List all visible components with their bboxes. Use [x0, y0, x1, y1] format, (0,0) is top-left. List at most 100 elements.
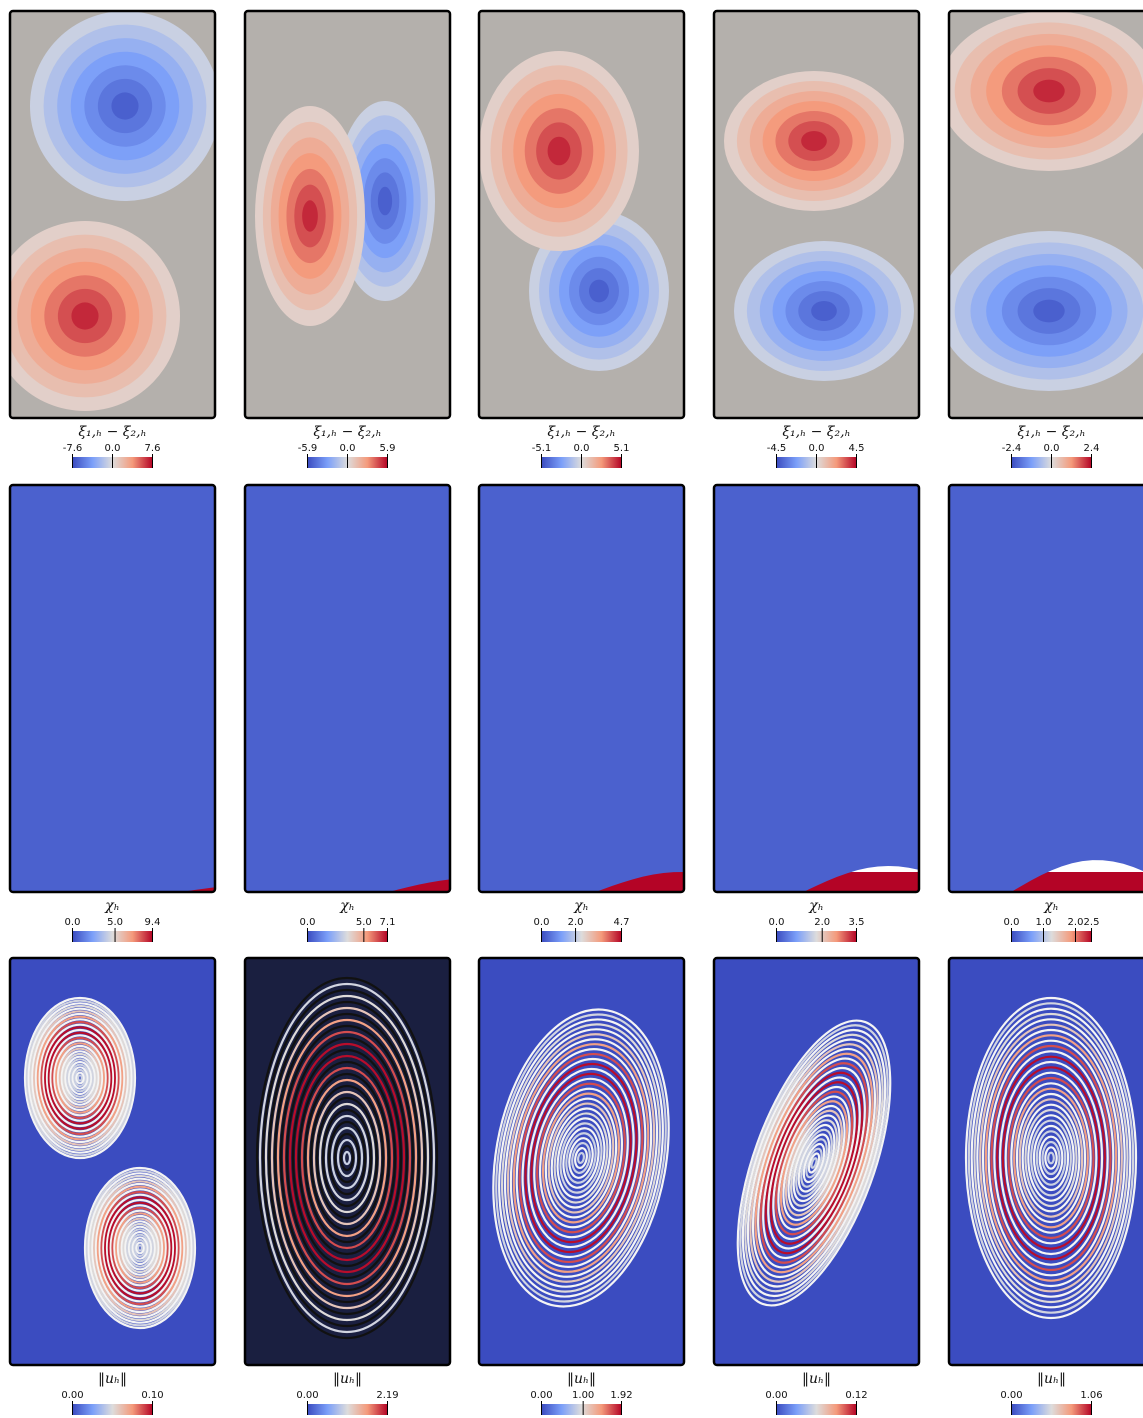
streamline [1001, 1066, 1101, 1250]
streamline [805, 1147, 823, 1179]
contour [1033, 79, 1065, 103]
panel-border [477, 9, 686, 420]
colorbar-title: ‖uₕ‖ [1037, 1371, 1066, 1387]
streamline [751, 1047, 877, 1279]
streamline [1021, 1103, 1081, 1213]
panel: ξ₁,ₕ − ξ₂,ₕ -5.9 0.0 5.9 [243, 9, 452, 468]
streamline [109, 1204, 171, 1292]
streamline [34, 1012, 126, 1144]
streamline [559, 1122, 603, 1194]
contour [547, 136, 571, 166]
streamline [330, 1126, 364, 1190]
streamline [25, 999, 135, 1157]
panel: ξ₁,ₕ − ξ₂,ₕ -4.5 0.0 4.5 [712, 9, 921, 468]
streamline [774, 1090, 854, 1236]
streamline [1047, 1151, 1055, 1165]
panel-border [712, 956, 921, 1367]
colorbar-tick-label: -5.1 [532, 443, 552, 454]
streamline [984, 1034, 1118, 1282]
streamline [1044, 1146, 1058, 1170]
streamline [107, 1201, 173, 1295]
streamline [267, 1000, 427, 1316]
colorbar-tick-label: 1.00 [572, 1390, 594, 1401]
streamline [1007, 1076, 1095, 1240]
streamline [120, 1220, 160, 1276]
streamline [75, 1071, 85, 1085]
streamline [769, 1081, 859, 1245]
colorbar-title: ξ₁,ₕ − ξ₂,ₕ [782, 424, 850, 440]
colorbar-tick-label: 3.5 [849, 917, 865, 928]
colorbar-tick-label: 0.0 [105, 443, 121, 454]
streamline [115, 1212, 165, 1284]
streamline [1010, 1082, 1092, 1234]
streamline [273, 1012, 421, 1304]
streamline [124, 1225, 156, 1271]
colorbar-title: ‖uₕ‖ [802, 1371, 831, 1387]
streamline [970, 1007, 1132, 1309]
colorbar-tick-label: 2.4 [1084, 443, 1100, 454]
panel: χₕ 0.0 2.0 3.5 [712, 483, 921, 942]
streamline [312, 1090, 382, 1226]
colorbar-tick-label: 4.7 [614, 917, 630, 928]
streamline [333, 1132, 361, 1184]
streamline [503, 1028, 659, 1288]
streamline [98, 1188, 182, 1308]
colorbar-tick-label: 0.00 [1000, 1390, 1022, 1401]
colorbar-title: χₕ [1043, 898, 1059, 914]
streamline [756, 1057, 872, 1269]
colorbar-tick-label: 0.00 [61, 1390, 83, 1401]
panel: ‖uₕ‖ 0.00 1.00 1.92 [477, 956, 686, 1415]
streamline [324, 1114, 370, 1202]
streamline [69, 1063, 91, 1093]
field [10, 11, 215, 418]
colorbar [1011, 1404, 1092, 1415]
streamline [571, 1142, 591, 1174]
field [10, 958, 215, 1365]
colorbar-tick-label: 0.0 [534, 917, 550, 928]
streamline [303, 1072, 391, 1244]
streamline [31, 1007, 129, 1149]
streamline [744, 1033, 884, 1293]
streamline [556, 1117, 606, 1199]
streamline [258, 982, 436, 1334]
panel-border [8, 956, 217, 1367]
streamline [784, 1109, 844, 1217]
colorbar-tick-label: 0.10 [141, 1390, 163, 1401]
streamline [1015, 1092, 1087, 1224]
streamline [85, 1169, 195, 1327]
streamline [87, 1172, 193, 1324]
streamline [802, 1142, 826, 1184]
streamline [62, 1052, 98, 1104]
colorbar-title: χₕ [339, 898, 355, 914]
streamline [38, 1018, 122, 1138]
streamline [135, 1241, 145, 1255]
colorbar-tick-label: 0.0 [1044, 443, 1060, 454]
streamline [44, 1026, 116, 1130]
colorbar-tick-label: -7.6 [63, 443, 83, 454]
contour [302, 200, 318, 232]
streamline [137, 1244, 143, 1252]
streamline [767, 1076, 861, 1250]
streamline [321, 1108, 373, 1208]
streamline [270, 1006, 424, 1310]
panel-border [8, 9, 217, 420]
contour [949, 485, 1143, 892]
streamline [336, 1138, 358, 1178]
streamline [810, 1157, 818, 1169]
streamline [538, 1087, 624, 1229]
streamline [981, 1028, 1121, 1288]
colorbar-tick-label: 2.0 [568, 917, 584, 928]
colorbar-title: ‖uₕ‖ [98, 1371, 127, 1387]
streamline [282, 1030, 412, 1286]
colorbar-tick-label: 0.0 [1004, 917, 1020, 928]
streamline [568, 1137, 594, 1179]
panel-border [243, 483, 452, 894]
streamline [553, 1112, 609, 1204]
colorbar-tick-label: 1.0 [1036, 917, 1052, 928]
streamline [792, 1123, 836, 1203]
streamline [544, 1097, 618, 1219]
streamline [300, 1066, 394, 1250]
streamline [1004, 1071, 1098, 1245]
field [479, 485, 684, 892]
streamline [500, 1023, 662, 1293]
